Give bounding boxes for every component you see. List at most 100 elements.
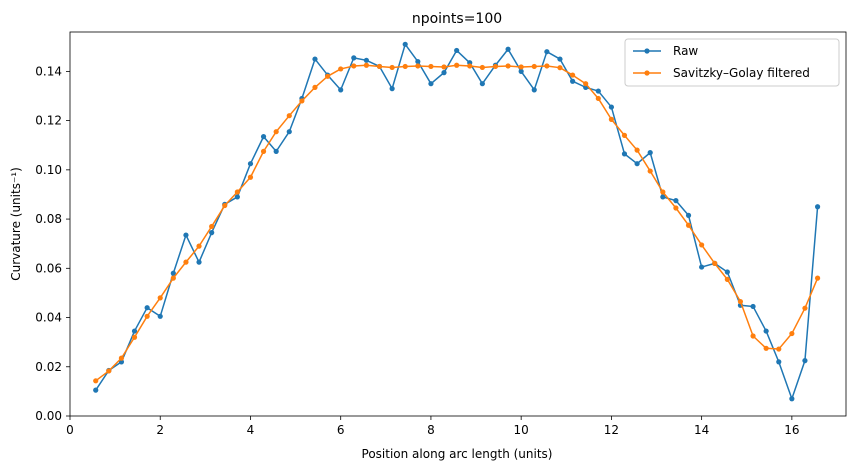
axes: 0 2 4 6 8 10 12 14 16 0.00 0.02 0.04 0.06 0.08 0.10 0.1… <box>35 31 847 437</box>
series-1-point <box>312 56 318 62</box>
legend-entry-2-swatch-marker <box>644 70 650 76</box>
series-1-point <box>789 396 795 402</box>
series-1-point <box>144 305 150 311</box>
series-1-point <box>608 104 615 110</box>
series-1-point <box>93 387 99 393</box>
series-1-point <box>415 58 421 65</box>
x-tick-label: 0 <box>66 423 74 437</box>
series-2-point <box>789 330 795 337</box>
series-2-point <box>685 222 692 228</box>
series-2-point <box>776 346 782 352</box>
series-2-point <box>570 72 576 78</box>
series-2-point <box>454 62 460 68</box>
series-2-point <box>479 64 485 71</box>
series-1-point <box>518 68 524 74</box>
series-2-point <box>415 63 421 69</box>
series-2-point <box>673 205 679 211</box>
legend-entry-1-swatch-marker <box>644 48 650 54</box>
series-2-point <box>557 65 563 71</box>
series-1-point <box>157 313 163 319</box>
series-1-point <box>402 41 408 47</box>
series-1-point <box>802 358 808 364</box>
x-tick-label: 2 <box>156 423 164 437</box>
series-1-point <box>570 78 576 84</box>
series-1-point <box>338 87 344 93</box>
x-tick-label: 10 <box>514 423 529 437</box>
series-2-point <box>467 63 473 69</box>
series-1-point <box>441 70 447 76</box>
x-tick-label: 6 <box>337 423 345 437</box>
series-2-point <box>492 63 499 70</box>
y-tick-label: 0.12 <box>35 114 62 128</box>
series-1-point <box>286 129 292 135</box>
series-1-point <box>660 194 666 200</box>
series-1-point <box>750 303 756 310</box>
series-1-point <box>196 259 202 265</box>
series-1-point <box>389 86 395 92</box>
series-2-point <box>118 355 125 361</box>
y-tick-label: 0.06 <box>35 261 62 275</box>
series-2-point <box>209 223 215 230</box>
series-1-point <box>763 328 769 334</box>
series-2-point <box>724 276 730 282</box>
y-tick-label: 0.00 <box>35 409 62 423</box>
series-1-point <box>531 87 537 93</box>
series-2-point <box>763 345 769 351</box>
series-2-point <box>441 64 447 70</box>
series-2-point <box>234 189 240 195</box>
series-1-point <box>428 81 434 87</box>
series-2-point <box>351 63 357 69</box>
series-2-point <box>712 260 718 266</box>
x-tick-label: 12 <box>604 423 619 437</box>
series-2-point <box>376 63 383 70</box>
chart-title: npoints=100 <box>412 11 502 27</box>
series-1-point <box>118 359 125 365</box>
series-2-point <box>699 242 705 248</box>
series-2-point <box>428 63 434 70</box>
series-1-point <box>621 151 628 157</box>
y-tick-label: 0.04 <box>35 311 62 325</box>
y-tick-label: 0.14 <box>35 64 62 78</box>
y-tick-label: 0.08 <box>35 212 62 226</box>
series-2-point <box>106 368 112 374</box>
series-1-point <box>234 194 240 200</box>
series-2-point <box>222 202 228 209</box>
axes-frame <box>69 31 847 417</box>
series-2-point <box>505 63 511 69</box>
series-2-point <box>247 174 254 180</box>
series-2-point <box>260 148 267 154</box>
series-2-point <box>647 168 653 174</box>
series-2-point <box>634 147 640 153</box>
plot-area <box>93 41 821 402</box>
x-tick-label: 14 <box>694 423 709 437</box>
series-2-point <box>170 275 176 281</box>
series-2-point <box>802 305 808 311</box>
series-2-point <box>325 73 331 79</box>
series-2-point <box>338 66 344 72</box>
series-1-point <box>454 47 460 54</box>
series-1-point <box>647 150 653 156</box>
y-tick-label: 0.02 <box>35 360 62 374</box>
series-2-point <box>737 298 744 305</box>
series-2-point <box>621 132 628 138</box>
series-1-point <box>209 230 215 236</box>
series-1-point <box>685 212 692 218</box>
series-1-point <box>183 232 189 238</box>
series-1-point <box>260 134 267 140</box>
x-tick-label: 4 <box>247 423 255 437</box>
series-1-point <box>479 81 485 87</box>
series-2-point <box>518 64 524 70</box>
series-2-point <box>544 63 550 69</box>
series-1-point <box>363 57 370 63</box>
series-2-point <box>183 259 189 265</box>
x-axis-label: Position along arc length (units) <box>362 447 553 461</box>
legend-entry-1-label: Raw <box>673 44 698 58</box>
x-tick-label: 8 <box>427 423 435 437</box>
series-1-point <box>557 56 563 62</box>
series-1-point <box>595 88 601 94</box>
series-2-point <box>273 129 279 135</box>
series-2-point <box>750 333 756 339</box>
series-2-point <box>583 81 589 87</box>
series-1-point <box>724 269 730 275</box>
series-2-point <box>814 275 821 281</box>
